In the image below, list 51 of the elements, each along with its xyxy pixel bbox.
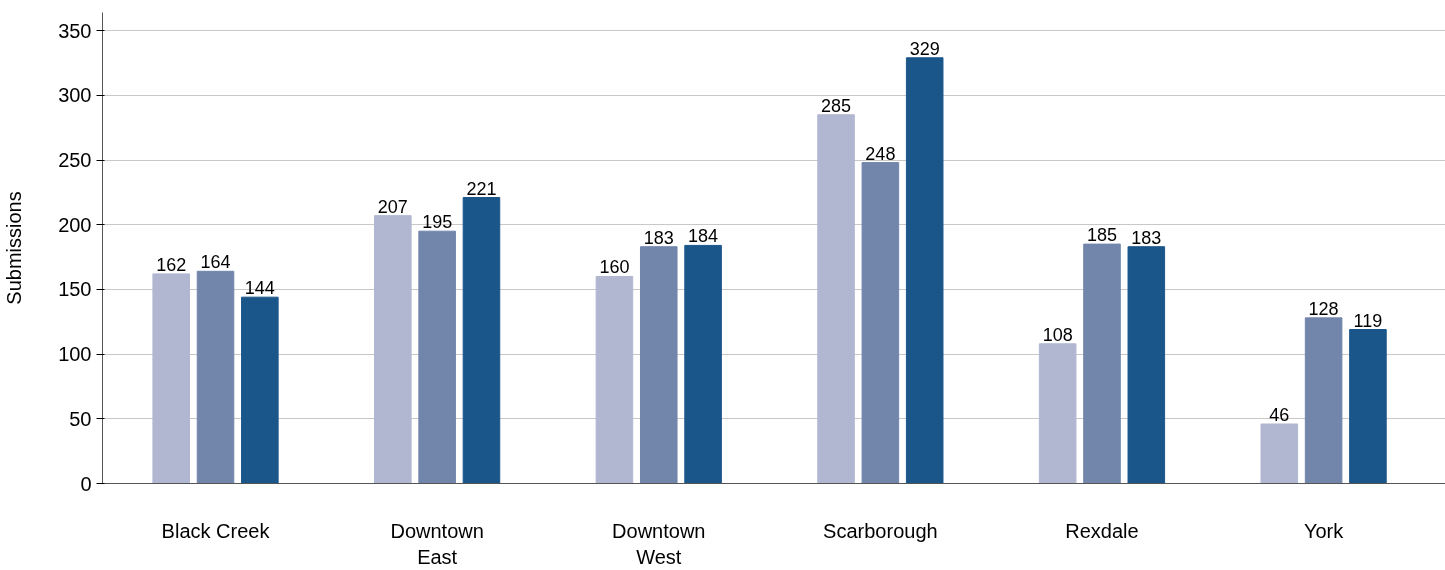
bar bbox=[595, 275, 634, 484]
data-label: 329 bbox=[909, 38, 940, 59]
bar bbox=[684, 244, 722, 484]
x-tick-label: Downtown West bbox=[612, 519, 706, 568]
bar bbox=[462, 197, 501, 484]
x-tick-label: Scarborough bbox=[823, 519, 938, 542]
data-label: 160 bbox=[599, 257, 630, 278]
y-tick-label: 150 bbox=[58, 278, 92, 301]
data-label: 183 bbox=[1131, 227, 1162, 248]
data-label: 248 bbox=[865, 143, 896, 164]
data-label: 128 bbox=[1308, 298, 1339, 319]
bar bbox=[1127, 246, 1166, 484]
data-label: 119 bbox=[1353, 310, 1383, 331]
bar bbox=[374, 215, 412, 484]
y-tick-label: 50 bbox=[69, 407, 92, 430]
data-label: 46 bbox=[1269, 404, 1290, 425]
data-label: 221 bbox=[466, 178, 497, 199]
data-label: 164 bbox=[200, 252, 231, 273]
bar bbox=[1349, 329, 1387, 484]
bar bbox=[241, 296, 279, 484]
data-label: 185 bbox=[1086, 225, 1118, 246]
bar bbox=[152, 273, 190, 484]
y-tick-label: 300 bbox=[58, 84, 92, 107]
y-axis-title: Submissions bbox=[3, 191, 26, 305]
bar bbox=[1038, 343, 1077, 484]
y-tick-label: 250 bbox=[58, 149, 92, 172]
bar bbox=[905, 57, 944, 484]
y-tick-label: 350 bbox=[58, 19, 92, 42]
bar bbox=[1260, 423, 1299, 484]
bar bbox=[817, 114, 855, 484]
data-label: 108 bbox=[1042, 324, 1073, 345]
data-label: 207 bbox=[377, 196, 408, 217]
x-tick-label: York bbox=[1303, 519, 1345, 542]
bar bbox=[1083, 243, 1121, 484]
data-label: 162 bbox=[156, 254, 187, 275]
bar bbox=[861, 162, 900, 484]
bar bbox=[418, 230, 456, 484]
y-tick-label: 200 bbox=[58, 213, 92, 236]
y-tick-label: 100 bbox=[58, 343, 92, 366]
data-label: 195 bbox=[422, 212, 453, 233]
x-tick-label: Rexdale bbox=[1065, 519, 1139, 542]
data-label: 183 bbox=[643, 227, 674, 248]
bar bbox=[639, 246, 678, 484]
y-tick-label: 0 bbox=[80, 472, 92, 495]
bar bbox=[196, 270, 235, 484]
data-label: 184 bbox=[688, 226, 719, 247]
x-tick-label: Black Creek bbox=[161, 519, 271, 542]
data-label: 144 bbox=[244, 278, 275, 299]
bar bbox=[1304, 317, 1343, 484]
data-label: 285 bbox=[821, 95, 852, 116]
x-tick-label: Downtown East bbox=[390, 519, 484, 568]
